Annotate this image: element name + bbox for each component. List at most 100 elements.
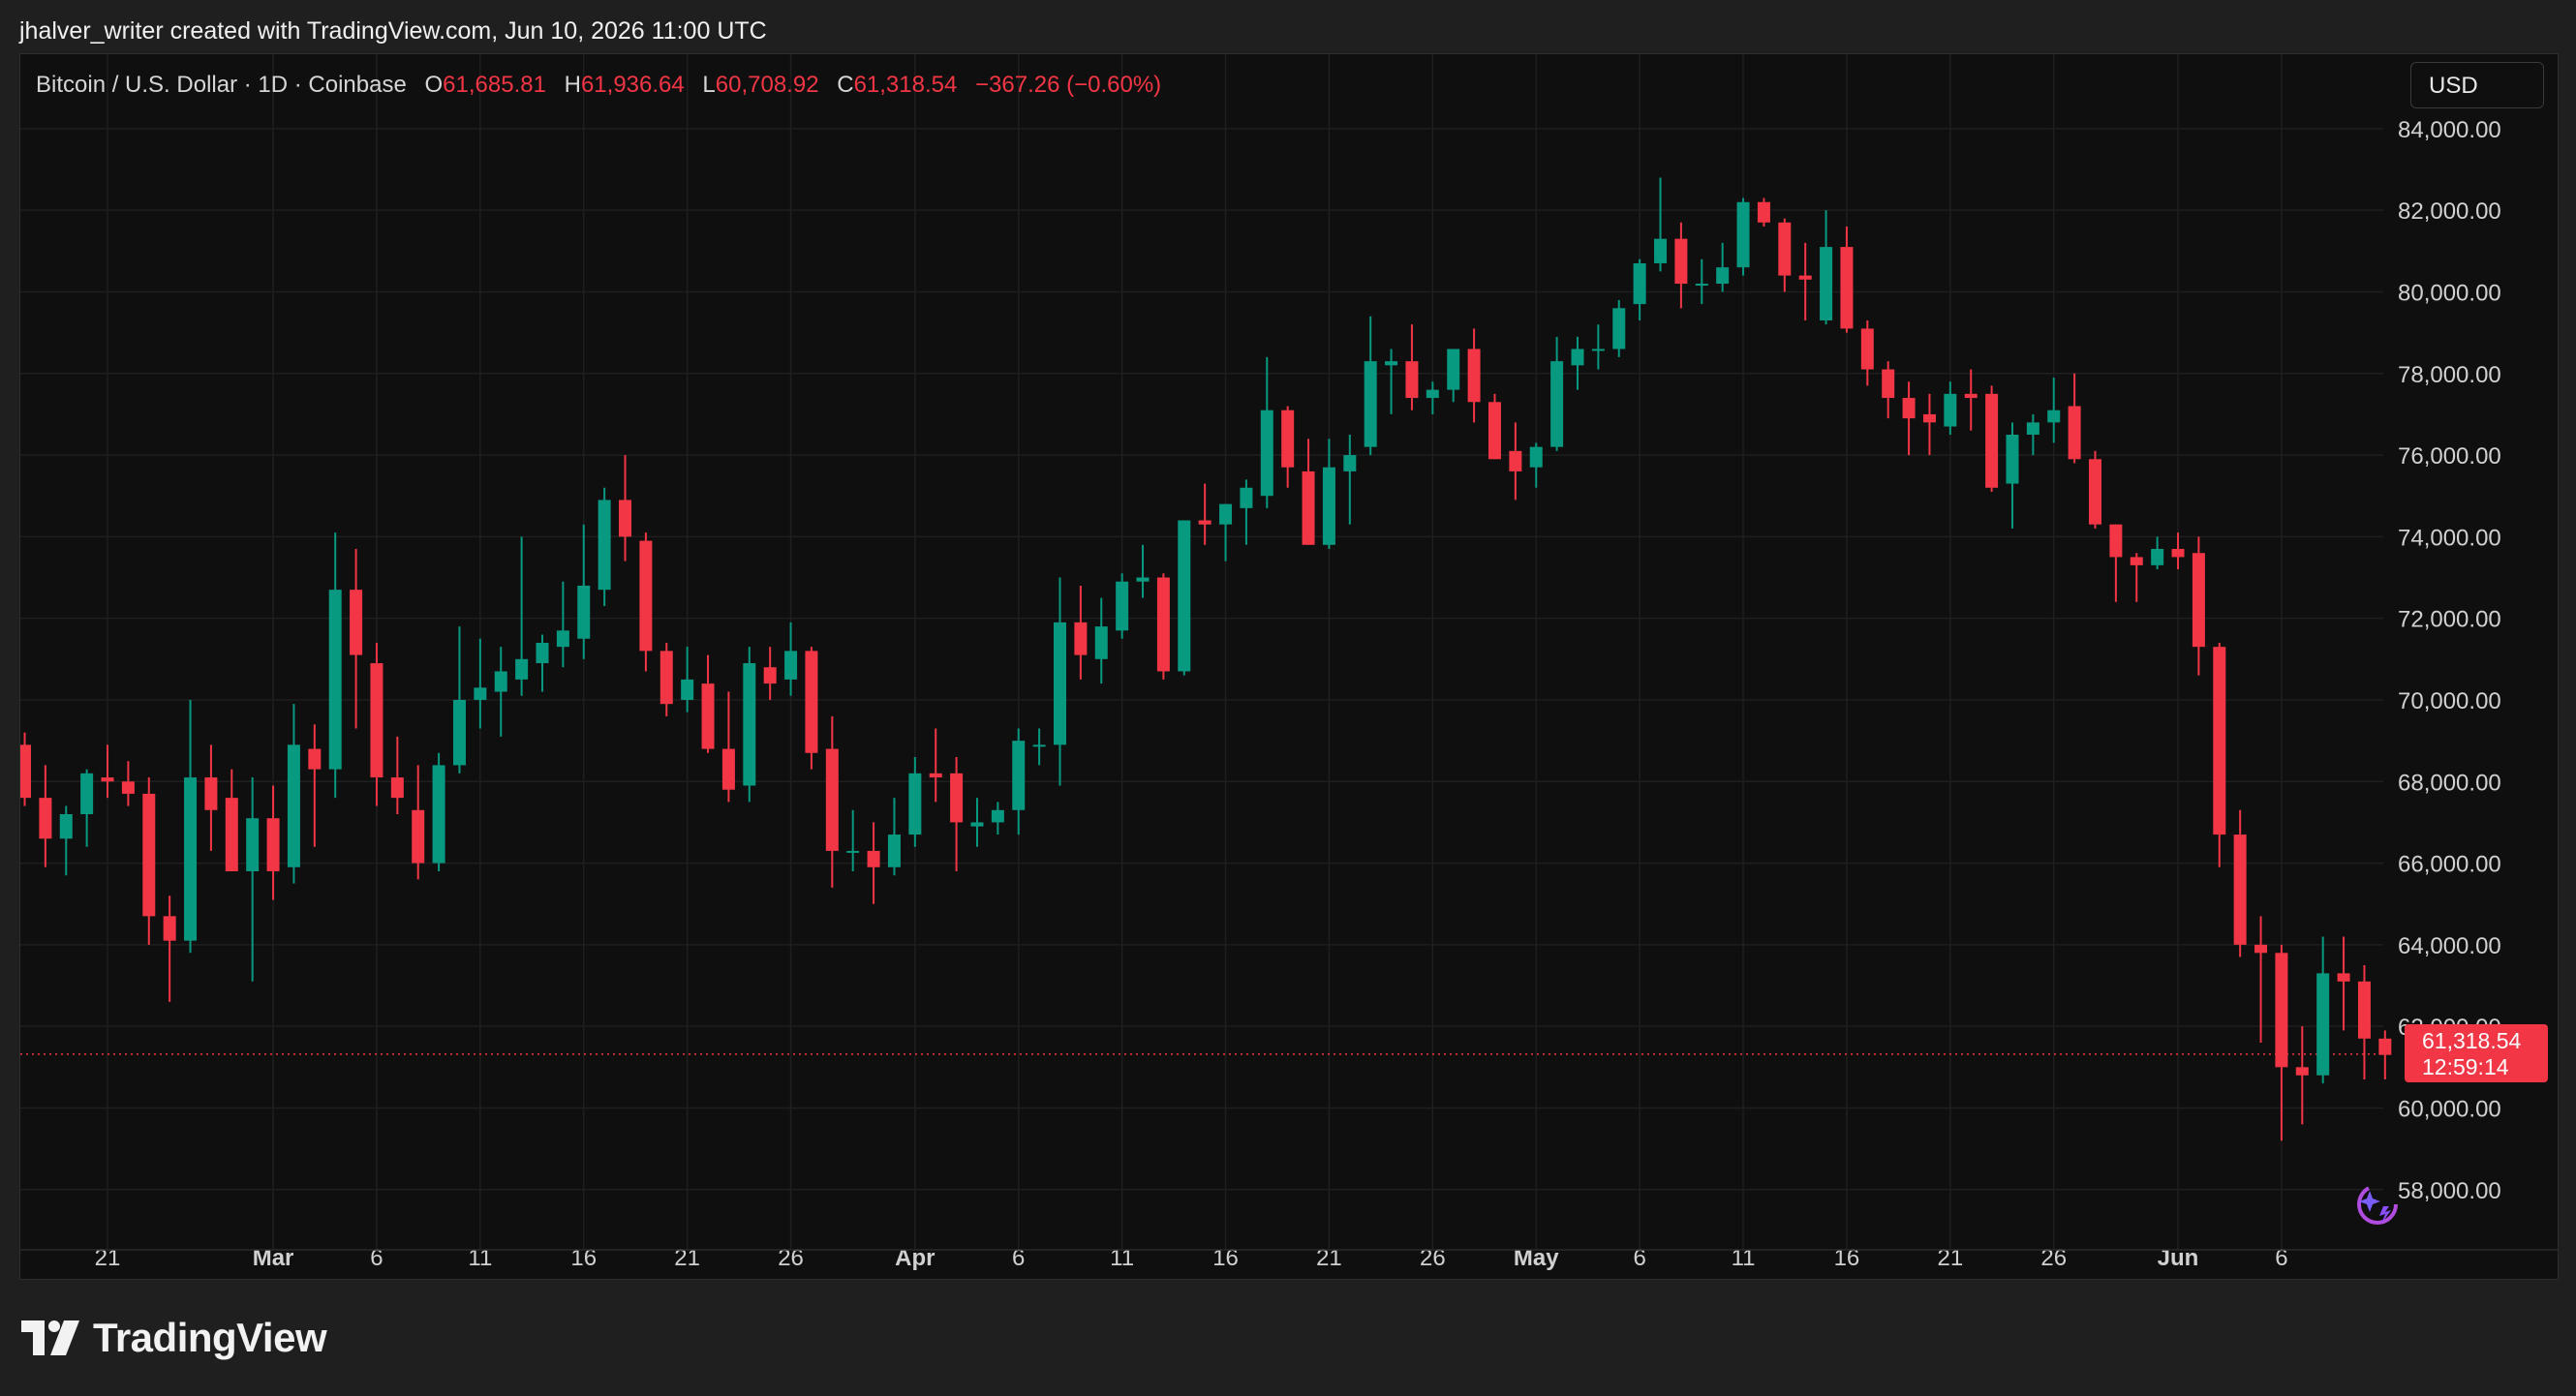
time-tick-label: 21 — [1937, 1245, 1963, 1271]
candle — [515, 536, 529, 696]
time-tick-label: 21 — [95, 1245, 121, 1271]
candle — [1840, 227, 1854, 333]
time-tick-label: 21 — [1316, 1245, 1342, 1271]
candle — [2151, 536, 2164, 570]
candle-body — [1322, 467, 1335, 545]
candle — [184, 699, 198, 954]
time-tick-label: Jun — [2158, 1245, 2199, 1271]
candle-body — [1260, 410, 1273, 497]
candle-body — [390, 777, 404, 799]
candle-body — [266, 818, 280, 871]
candle — [929, 728, 942, 803]
candle-body — [1343, 455, 1357, 471]
candle — [1922, 393, 1936, 456]
candle — [2275, 944, 2288, 1141]
candle — [2233, 809, 2247, 957]
candle-body — [1820, 247, 1833, 320]
candle-body — [2378, 1038, 2392, 1055]
candle — [328, 532, 342, 799]
candle-body — [929, 773, 942, 778]
candle-body — [1633, 262, 1646, 305]
candle-body — [452, 699, 466, 766]
candle — [350, 549, 363, 729]
candle — [1364, 316, 1377, 456]
candle-body — [494, 671, 507, 692]
candle — [867, 822, 880, 904]
candle-body — [412, 809, 425, 864]
candle-body — [1116, 581, 1129, 631]
candle — [1633, 258, 1646, 320]
high-value: 61,936.64 — [580, 72, 685, 98]
candle-body — [1922, 413, 1936, 423]
candle — [1447, 349, 1460, 403]
candlestick-chart[interactable]: 58,000.0060,000.0062,000.0064,000.0066,0… — [20, 54, 2558, 1279]
candle-body — [1426, 389, 1439, 399]
candle-body — [2151, 549, 2164, 565]
candle — [2109, 524, 2123, 602]
candle — [639, 532, 653, 672]
chart-attribution: jhalver_writer created with TradingView.… — [19, 17, 767, 45]
price-tick-label: 72,000.00 — [2398, 607, 2501, 633]
time-tick-label: 6 — [370, 1245, 383, 1271]
candle — [1467, 328, 1481, 423]
candle-body — [887, 835, 901, 867]
candle — [743, 647, 756, 803]
sparkle-assistant-icon[interactable] — [2346, 1177, 2405, 1235]
candle — [991, 802, 1004, 835]
candle-body — [1198, 520, 1211, 525]
candle-body — [743, 663, 756, 786]
currency-button[interactable]: USD — [2410, 62, 2544, 108]
candle-body — [1405, 361, 1419, 399]
price-tick-label: 78,000.00 — [2398, 362, 2501, 388]
candle-body — [2047, 410, 2061, 423]
candle — [1116, 573, 1129, 639]
candles — [20, 177, 2392, 1141]
candle-body — [1529, 446, 1543, 468]
candle — [2378, 1030, 2392, 1079]
price-tick-label: 68,000.00 — [2398, 770, 2501, 796]
candle-body — [1302, 470, 1315, 545]
price-tick-label: 84,000.00 — [2398, 117, 2501, 143]
time-axis[interactable]: 21 Mar 6 11 16 21 26 Apr 6 11 16 21 26 May 6 11 16 21 26 Ju… — [20, 1245, 2558, 1271]
candle-body — [2026, 422, 2039, 435]
candle-body — [577, 585, 591, 639]
candle-body — [1054, 622, 1066, 745]
candle — [1405, 324, 1419, 410]
candle — [701, 654, 715, 753]
candle — [1178, 520, 1191, 676]
candle — [1882, 361, 1895, 419]
candle — [101, 744, 114, 799]
grid-lines — [20, 54, 2383, 1250]
candle-body — [1591, 349, 1605, 351]
candle-body — [308, 748, 322, 770]
candle-body — [1695, 284, 1708, 287]
symbol-name[interactable]: Bitcoin / U.S. Dollar · 1D · Coinbase — [36, 72, 407, 98]
candle — [2316, 936, 2330, 1084]
candle-body — [1840, 247, 1854, 329]
candle — [2006, 422, 2019, 529]
candle — [163, 895, 176, 1002]
candle-body — [536, 642, 549, 664]
candle — [659, 642, 673, 716]
candle-body — [1178, 520, 1191, 672]
candle-body — [1487, 402, 1501, 460]
close-value: 61,318.54 — [853, 72, 958, 98]
candle-body — [2068, 406, 2081, 460]
candle — [1136, 544, 1150, 598]
tradingview-wordmark: TradingView — [93, 1315, 327, 1360]
candle — [846, 809, 860, 871]
candle — [1571, 336, 1584, 390]
candle-body — [163, 916, 176, 941]
candle-body — [1902, 398, 1916, 419]
chart-panel[interactable]: 58,000.0060,000.0062,000.0064,000.0066,0… — [19, 53, 2559, 1280]
candle-body — [805, 651, 818, 753]
high-label: H — [564, 72, 581, 98]
tradingview-logo[interactable]: TradingView — [21, 1309, 327, 1367]
candle — [805, 647, 818, 770]
candle — [1094, 597, 1108, 684]
candle-body — [1509, 450, 1522, 471]
candle-body — [1074, 622, 1088, 655]
candle-body — [1654, 238, 1668, 263]
candle — [970, 798, 984, 847]
candle-body — [1798, 275, 1812, 280]
